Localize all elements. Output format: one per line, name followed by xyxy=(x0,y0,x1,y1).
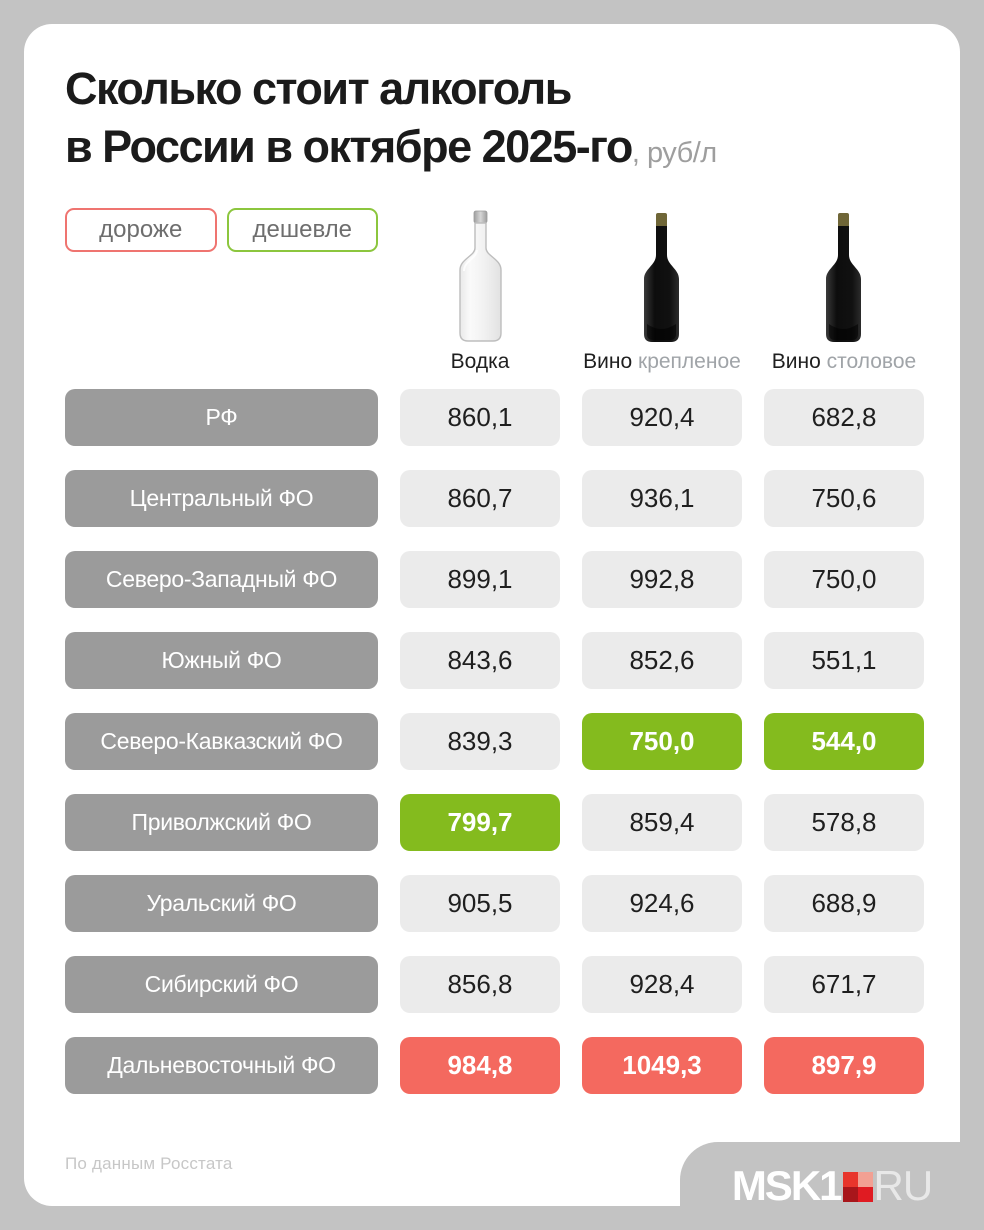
price-cell: 860,1 xyxy=(400,389,560,446)
region-label: Центральный ФО xyxy=(65,470,378,527)
price-cell: 860,7 xyxy=(400,470,560,527)
table-header: дороже дешевле Водка xyxy=(65,206,925,374)
legend-expensive-badge: дороже xyxy=(65,208,217,252)
infographic-card: Сколько стоит алкоголь в России в октябр… xyxy=(24,24,960,1206)
price-table: РФ 860,1 920,4 682,8 Центральный ФО 860,… xyxy=(65,389,925,1094)
column-header-table-wine: Вино столовое xyxy=(764,206,924,374)
legend-cheap-badge: дешевле xyxy=(226,208,378,252)
title-line-1: Сколько стоит алкоголь xyxy=(65,63,572,114)
column-label-table-wine: Вино столовое xyxy=(771,350,917,373)
region-label: Северо-Кавказский ФО xyxy=(65,713,378,770)
price-cell: 928,4 xyxy=(582,956,742,1013)
title-line-2: в России в октябре 2025-го xyxy=(65,121,633,172)
region-label: Дальневосточный ФО xyxy=(65,1037,378,1094)
logo-text-msk1: MSK1 xyxy=(731,1162,843,1209)
page-title: Сколько стоит алкоголь в России в октябр… xyxy=(65,60,925,182)
price-cell: 852,6 xyxy=(582,632,742,689)
price-cell: 671,7 xyxy=(764,956,924,1013)
price-cell: 682,8 xyxy=(764,389,924,446)
region-label: Сибирский ФО xyxy=(65,956,378,1013)
price-cell-most-expensive: 984,8 xyxy=(400,1037,560,1094)
column-label-vodka: Водка xyxy=(450,350,510,373)
price-cell-cheapest: 544,0 xyxy=(764,713,924,770)
price-cell: 688,9 xyxy=(764,875,924,932)
price-cell: 839,3 xyxy=(400,713,560,770)
price-cell: 856,8 xyxy=(400,956,560,1013)
price-cell: 924,6 xyxy=(582,875,742,932)
price-cell: 899,1 xyxy=(400,551,560,608)
column-header-vodka: Водка xyxy=(400,206,560,374)
fortified-wine-bottle-icon xyxy=(644,213,679,342)
title-unit: , руб/л xyxy=(631,137,717,169)
legend: дороже дешевле xyxy=(65,206,378,374)
price-cell: 920,4 xyxy=(582,389,742,446)
msk1-ru-logo: MSK1 RU xyxy=(731,1162,934,1210)
table-wine-bottle-icon xyxy=(826,213,861,342)
region-label: Южный ФО xyxy=(65,632,378,689)
price-cell: 551,1 xyxy=(764,632,924,689)
region-label: РФ xyxy=(65,389,378,446)
price-cell-cheapest: 799,7 xyxy=(400,794,560,851)
vodka-bottle-icon xyxy=(459,210,502,342)
brand-logo-block: MSK1 RU xyxy=(680,1142,984,1230)
price-cell: 578,8 xyxy=(764,794,924,851)
price-cell: 859,4 xyxy=(582,794,742,851)
region-label: Уральский ФО xyxy=(65,875,378,932)
region-label: Северо-Западный ФО xyxy=(65,551,378,608)
price-cell: 936,1 xyxy=(582,470,742,527)
price-cell-most-expensive: 1049,3 xyxy=(582,1037,742,1094)
column-label-fortified-wine: Вино крепленое xyxy=(583,350,741,373)
data-source-note: По данным Росстата xyxy=(65,1154,233,1173)
region-label: Приволжский ФО xyxy=(65,794,378,851)
price-cell: 750,6 xyxy=(764,470,924,527)
price-cell: 750,0 xyxy=(764,551,924,608)
price-cell-cheapest: 750,0 xyxy=(582,713,742,770)
logo-pixel-icon xyxy=(842,1172,873,1202)
price-cell: 905,5 xyxy=(400,875,560,932)
logo-text-ru: RU xyxy=(873,1162,934,1209)
price-cell: 843,6 xyxy=(400,632,560,689)
price-cell-most-expensive: 897,9 xyxy=(764,1037,924,1094)
price-cell: 992,8 xyxy=(582,551,742,608)
column-header-fortified-wine: Вино крепленое xyxy=(582,206,742,374)
